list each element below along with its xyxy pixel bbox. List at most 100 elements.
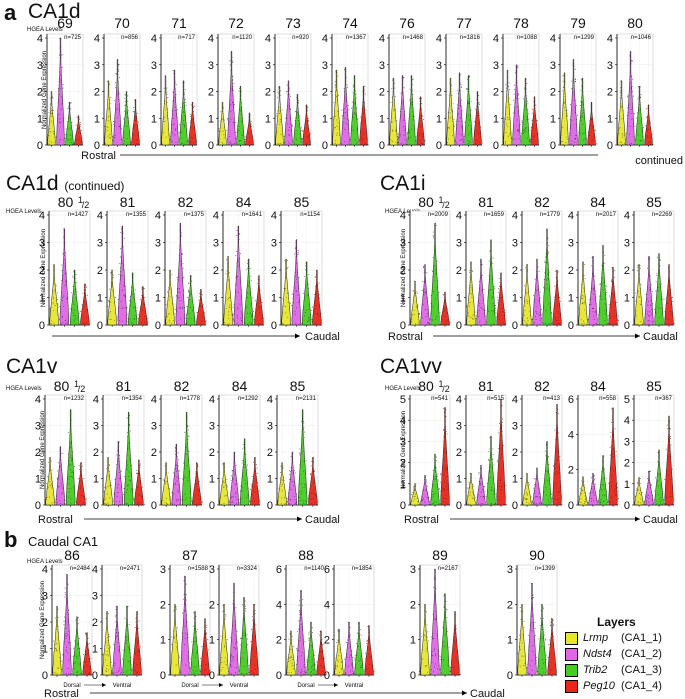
point xyxy=(612,282,615,284)
point xyxy=(314,276,316,279)
point xyxy=(104,138,106,140)
point xyxy=(81,465,83,467)
point xyxy=(469,132,471,134)
point xyxy=(611,293,613,295)
n-label: n=367 xyxy=(655,396,673,402)
point xyxy=(483,288,485,291)
point xyxy=(137,502,140,504)
point xyxy=(131,274,133,276)
point xyxy=(125,324,127,326)
violin-ndst4 xyxy=(512,64,521,146)
point xyxy=(180,261,182,263)
point xyxy=(540,309,542,311)
point xyxy=(593,126,595,128)
point xyxy=(647,320,649,322)
point xyxy=(176,500,178,502)
point xyxy=(475,318,477,320)
point xyxy=(662,493,664,495)
point xyxy=(651,494,654,496)
point xyxy=(529,310,531,312)
point xyxy=(226,478,228,480)
point xyxy=(185,604,187,606)
point xyxy=(178,655,180,657)
point xyxy=(524,498,526,500)
point xyxy=(48,481,50,483)
violin-lrmp xyxy=(45,457,55,506)
point xyxy=(122,232,124,234)
point xyxy=(52,110,55,112)
point xyxy=(446,312,448,314)
point xyxy=(421,290,423,292)
point xyxy=(235,131,237,133)
point xyxy=(187,449,189,451)
point xyxy=(307,106,309,108)
level-label-84: 84 xyxy=(590,194,606,210)
point xyxy=(667,503,669,505)
point xyxy=(531,119,533,121)
point xyxy=(114,629,117,631)
point xyxy=(598,502,600,504)
point xyxy=(240,140,242,142)
violin-lrmp xyxy=(522,472,532,506)
point xyxy=(477,122,480,124)
point xyxy=(648,315,650,317)
point xyxy=(666,424,668,426)
point xyxy=(411,102,413,104)
point xyxy=(618,497,620,500)
point xyxy=(350,107,353,109)
n-label: n=1659 xyxy=(484,212,505,218)
violin-peg10 xyxy=(416,96,425,146)
point xyxy=(555,270,557,272)
point xyxy=(170,296,172,298)
point xyxy=(136,611,138,613)
point xyxy=(472,491,474,493)
point xyxy=(468,484,470,486)
point xyxy=(560,131,562,133)
violin-plot-84 xyxy=(217,394,261,507)
point xyxy=(583,322,585,324)
y-tick-label: 4 xyxy=(35,394,41,406)
point xyxy=(184,324,186,326)
point xyxy=(46,488,48,490)
point xyxy=(183,576,185,578)
point xyxy=(305,262,307,264)
point xyxy=(176,648,178,650)
point xyxy=(67,107,69,110)
point xyxy=(195,471,197,473)
point xyxy=(630,76,632,78)
point xyxy=(236,482,238,484)
point xyxy=(83,300,85,302)
point xyxy=(434,471,437,473)
point xyxy=(195,670,197,672)
point xyxy=(193,122,195,124)
point xyxy=(579,133,581,135)
point xyxy=(665,496,667,498)
point xyxy=(312,306,314,308)
point xyxy=(310,317,312,319)
point xyxy=(504,121,506,123)
point xyxy=(557,319,559,321)
point xyxy=(601,489,603,491)
point xyxy=(254,463,256,465)
point xyxy=(197,464,199,466)
point xyxy=(637,86,639,88)
point xyxy=(550,322,552,324)
point xyxy=(70,409,72,411)
point xyxy=(278,87,280,89)
point xyxy=(185,432,187,434)
point xyxy=(303,315,306,317)
violin-plot-81 xyxy=(464,210,507,327)
point xyxy=(281,127,283,129)
point xyxy=(56,479,58,481)
point xyxy=(581,283,583,286)
point xyxy=(490,256,492,258)
point xyxy=(584,143,586,145)
point xyxy=(289,142,291,145)
point xyxy=(279,90,281,92)
point xyxy=(110,318,112,320)
arrow-head xyxy=(297,516,302,522)
point xyxy=(102,672,104,674)
point xyxy=(581,480,583,482)
y-tick-label: 0 xyxy=(35,500,41,512)
point xyxy=(646,496,649,498)
